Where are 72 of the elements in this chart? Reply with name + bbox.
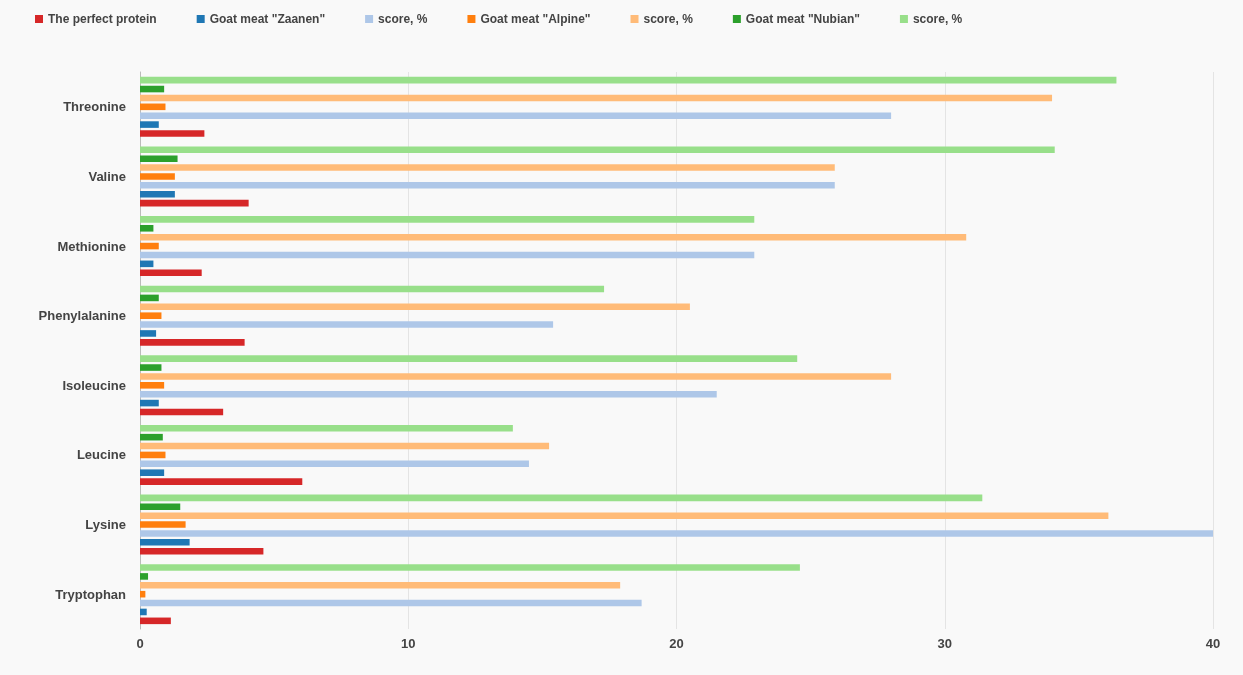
y-tick-label: Isoleucine: [62, 377, 126, 393]
bar: [140, 146, 1055, 154]
bar: [140, 339, 245, 346]
bar: [140, 85, 165, 93]
y-tick-label: Threonine: [63, 99, 126, 115]
bar: [140, 382, 165, 389]
bar: [140, 608, 147, 616]
bar: [140, 521, 186, 528]
bar: [140, 155, 178, 162]
bar: [140, 539, 190, 546]
bar: [140, 512, 1109, 519]
bar: [140, 303, 690, 311]
bar: [140, 564, 800, 571]
bar: [140, 460, 529, 468]
bar: [140, 173, 175, 180]
bar: [140, 330, 157, 337]
bar: [140, 503, 181, 511]
bar: [140, 408, 224, 416]
bar: [140, 582, 621, 589]
bar: [140, 312, 162, 319]
bar: [140, 547, 264, 555]
x-tick-label: 10: [401, 636, 416, 651]
bar: [140, 76, 1117, 84]
bar: [140, 130, 205, 137]
bar: [140, 364, 162, 371]
bar: [140, 121, 159, 128]
bar: [140, 399, 159, 407]
legend-label: Goat meat "Alpine": [480, 12, 591, 26]
bar: [140, 225, 154, 232]
bar: [140, 442, 550, 450]
y-tick-label: Valine: [88, 168, 126, 184]
bar: [140, 182, 835, 189]
x-tick-label: 0: [136, 636, 144, 651]
bar: [140, 390, 717, 398]
bar: [140, 478, 303, 485]
bar: [140, 112, 892, 119]
bar: [140, 425, 513, 432]
bar: [140, 294, 159, 302]
bar: [140, 199, 249, 207]
y-tick-label: Methionine: [57, 238, 126, 254]
y-tick-label: Phenylalanine: [38, 308, 126, 324]
bar: [140, 599, 642, 607]
x-tick-label: 20: [669, 636, 684, 651]
legend-label: score, %: [912, 12, 963, 26]
legend-label: score, %: [643, 12, 694, 26]
bar: [140, 190, 175, 198]
y-tick-label: Tryptophan: [55, 586, 127, 602]
bar: [140, 469, 165, 476]
bar: [140, 251, 755, 259]
x-tick-label: 40: [1205, 636, 1221, 651]
bar: [140, 164, 835, 171]
x-tick-label: 30: [937, 636, 952, 651]
bar: [140, 433, 163, 441]
bar: [140, 285, 605, 293]
bar: [140, 355, 798, 362]
legend-label: Goat meat "Nubian": [745, 12, 860, 26]
bar: [140, 216, 755, 223]
bar: [140, 373, 892, 380]
bar: [140, 321, 554, 328]
bar: [140, 494, 983, 502]
bar: [140, 617, 171, 625]
legend-label: The perfect protein: [48, 12, 157, 26]
bar: [140, 573, 149, 580]
legend-label: Goat meat "Zaanen": [209, 12, 326, 26]
bar: [140, 233, 967, 241]
bar: [140, 242, 159, 250]
bar: [140, 530, 1213, 537]
y-tick-label: Lysine: [85, 517, 126, 533]
y-tick-label: Leucine: [76, 447, 126, 463]
bar: [140, 269, 202, 276]
legend-label: score, %: [378, 12, 428, 26]
bar: [140, 94, 1053, 102]
